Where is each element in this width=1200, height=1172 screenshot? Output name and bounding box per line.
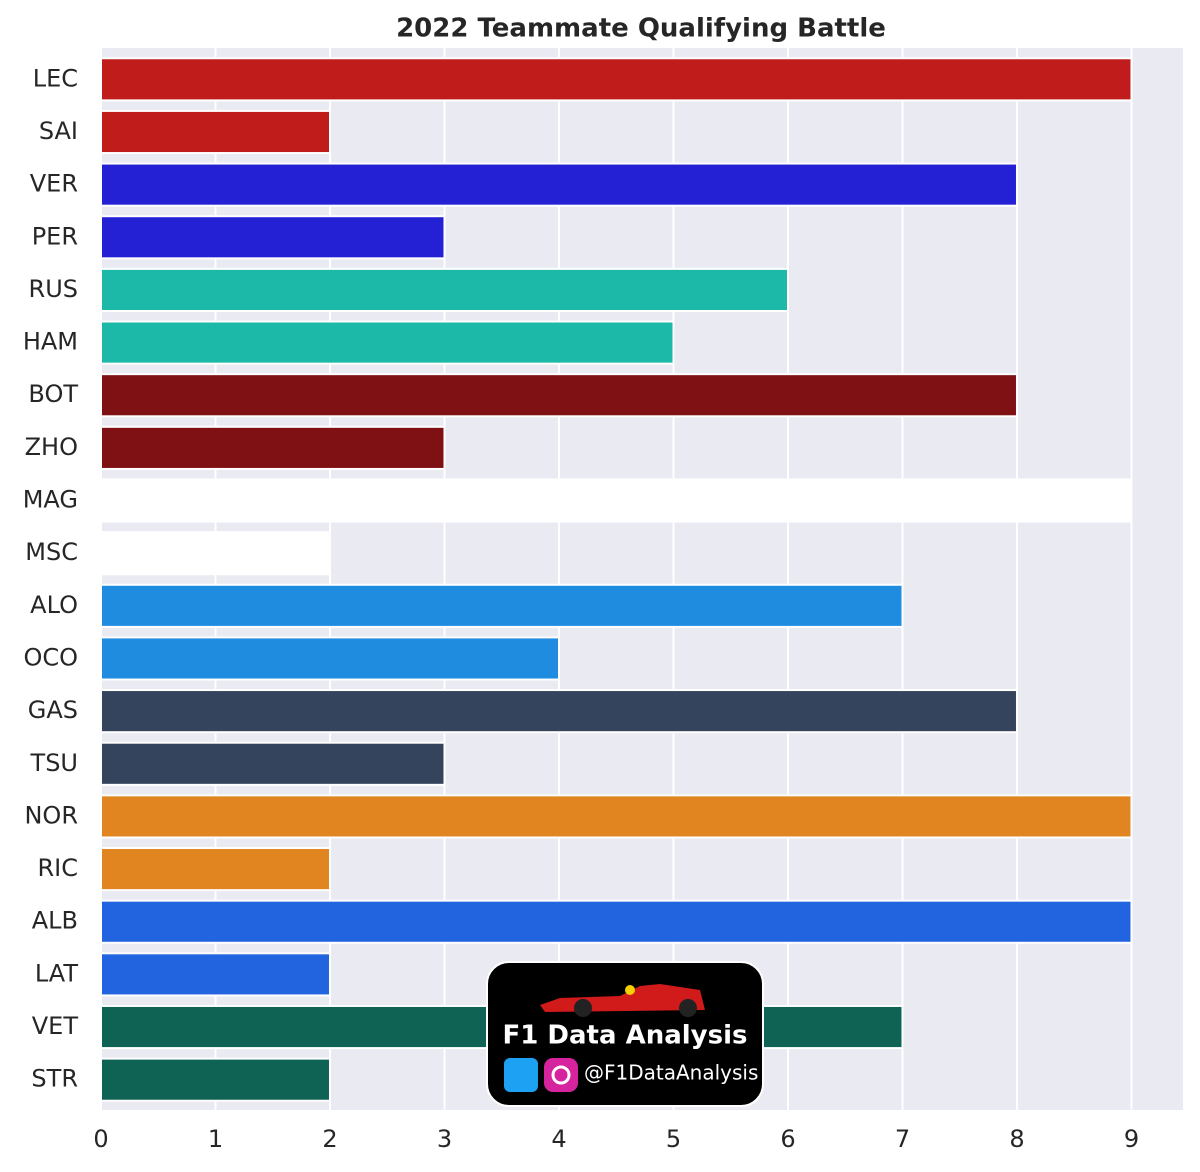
y-tick-label: ZHO xyxy=(25,433,78,461)
y-tick-label: LAT xyxy=(35,959,78,987)
bar xyxy=(100,267,789,312)
bar xyxy=(100,373,1018,418)
instagram-icon xyxy=(544,1058,578,1092)
bar xyxy=(100,425,446,470)
watermark: F1 Data Analysis @F1DataAnalysis xyxy=(486,961,764,1107)
bar xyxy=(100,109,331,155)
bar xyxy=(100,478,1133,523)
plot-area xyxy=(100,48,1183,1110)
x-tick-label: 6 xyxy=(780,1125,795,1153)
bar xyxy=(100,1057,331,1102)
watermark-handle: @F1DataAnalysis xyxy=(584,1061,758,1085)
instagram-lens xyxy=(551,1065,571,1085)
bar xyxy=(100,794,1133,839)
x-tick-label: 3 xyxy=(437,1125,452,1153)
x-tick-label: 1 xyxy=(208,1125,223,1153)
bar xyxy=(100,583,904,628)
bar xyxy=(100,57,1133,102)
y-tick-label: VET xyxy=(32,1012,79,1040)
labels: 0 1 2 3 4 5 6 7 8 9 LEC SAI VER PER RUS HAM BOT ZHO MAG MSC… xyxy=(23,64,1139,1153)
bar xyxy=(100,899,1133,944)
bar xyxy=(100,636,560,681)
y-tick-label: ALB xyxy=(32,907,78,935)
bar xyxy=(100,215,446,260)
y-tick-label: RIC xyxy=(37,854,78,882)
x-tick-label: 2 xyxy=(322,1125,337,1153)
y-tick-label: NOR xyxy=(24,801,78,829)
twitter-icon xyxy=(504,1058,538,1092)
y-tick-label: GAS xyxy=(28,696,78,724)
y-tick-label: LEC xyxy=(33,64,78,92)
bar xyxy=(100,531,331,576)
y-tick-label: SAI xyxy=(39,117,78,145)
y-tick-label: VER xyxy=(30,170,78,198)
y-tick-label: OCO xyxy=(23,643,78,671)
bar xyxy=(100,847,331,892)
y-tick-label: MSC xyxy=(25,538,78,566)
x-tick-label: 9 xyxy=(1124,1125,1139,1153)
bar xyxy=(100,741,446,786)
bar xyxy=(100,162,1018,207)
bars xyxy=(100,57,1133,1102)
y-tick-label: HAM xyxy=(23,328,78,356)
y-tick-label: RUS xyxy=(29,275,78,303)
x-tick-label: 0 xyxy=(93,1125,108,1153)
x-tick-label: 7 xyxy=(895,1125,910,1153)
chart-title: 2022 Teammate Qualifying Battle xyxy=(396,14,886,44)
y-tick-label: TSU xyxy=(30,749,78,777)
bar xyxy=(100,952,331,997)
x-tick-label: 5 xyxy=(666,1125,681,1153)
bar xyxy=(100,320,675,365)
x-tick-label: 4 xyxy=(551,1125,566,1153)
bar xyxy=(100,689,1018,734)
y-tick-label: BOT xyxy=(28,380,78,408)
y-tick-label: ALO xyxy=(30,591,78,619)
watermark-title: F1 Data Analysis xyxy=(503,1021,748,1051)
car-icon xyxy=(540,984,705,1017)
y-tick-label: MAG xyxy=(23,486,78,514)
y-tick-label: STR xyxy=(31,1065,78,1093)
x-tick-label: 8 xyxy=(1009,1125,1024,1153)
y-tick-label: PER xyxy=(32,222,78,250)
